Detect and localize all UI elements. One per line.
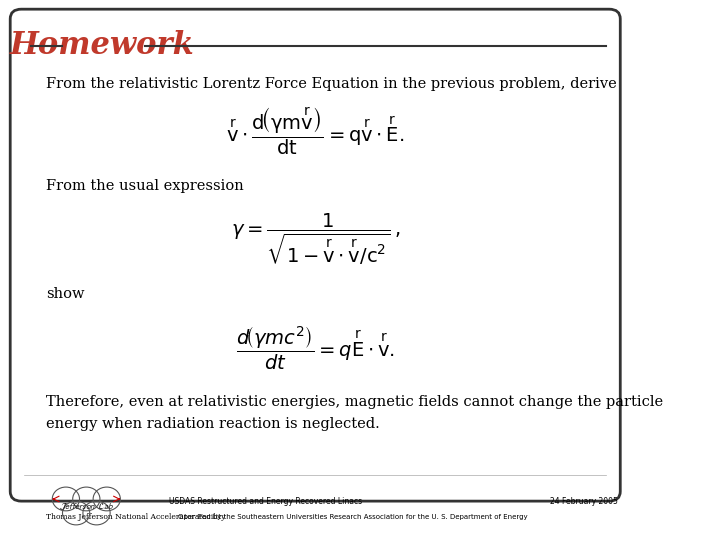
Text: 24 February 2005: 24 February 2005 (550, 497, 618, 505)
Text: $\overset{\rm r}{\rm v}\cdot\dfrac{d\!\left(\gamma m\overset{\rm r}{\rm v}\right: $\overset{\rm r}{\rm v}\cdot\dfrac{d\!\l… (226, 106, 405, 158)
Text: $\mathcal{Jefferson\ Lab}$: $\mathcal{Jefferson\ Lab}$ (59, 500, 114, 512)
Text: Operated by the Southeastern Universities Research Association for the U. S. Dep: Operated by the Southeastern Universitie… (178, 514, 527, 521)
Text: $\dfrac{d\!\left(\gamma mc^2\right)}{dt} = q\overset{\rm r}{E}\cdot\overset{\rm : $\dfrac{d\!\left(\gamma mc^2\right)}{dt}… (236, 325, 395, 372)
Text: From the relativistic Lorentz Force Equation in the previous problem, derive: From the relativistic Lorentz Force Equa… (46, 77, 617, 91)
Text: Thomas Jefferson National Accelerator Facility: Thomas Jefferson National Accelerator Fa… (46, 514, 225, 521)
Text: energy when radiation reaction is neglected.: energy when radiation reaction is neglec… (46, 417, 380, 431)
Text: show: show (46, 287, 85, 301)
Text: USDAS Restructured and Energy Recovered Linacs: USDAS Restructured and Energy Recovered … (169, 497, 362, 505)
Text: From the usual expression: From the usual expression (46, 179, 244, 193)
Text: $\gamma = \dfrac{1}{\sqrt{1 - \overset{\rm r}{\rm v}\cdot\overset{\rm r}{\rm v}/: $\gamma = \dfrac{1}{\sqrt{1 - \overset{\… (230, 212, 400, 268)
Text: Therefore, even at relativistic energies, magnetic fields cannot change the part: Therefore, even at relativistic energies… (46, 395, 663, 409)
FancyBboxPatch shape (10, 9, 620, 501)
Text: Homework: Homework (9, 30, 194, 62)
